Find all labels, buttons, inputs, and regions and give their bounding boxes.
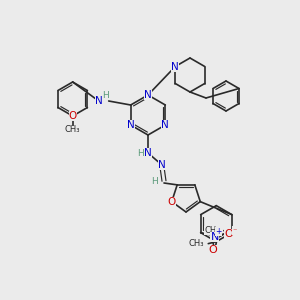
Text: CH₃: CH₃	[204, 226, 220, 235]
Text: N: N	[144, 148, 152, 158]
Text: H: H	[151, 176, 158, 185]
Text: ⁻: ⁻	[232, 226, 237, 235]
Text: N: N	[144, 90, 152, 100]
Text: CH₃: CH₃	[189, 239, 204, 248]
Text: N: N	[211, 232, 219, 242]
Text: N: N	[95, 96, 103, 106]
Text: O: O	[69, 111, 77, 121]
Text: N: N	[171, 61, 179, 71]
Text: +: +	[215, 227, 222, 236]
Text: O: O	[208, 244, 217, 255]
Text: N: N	[161, 120, 169, 130]
Text: N: N	[127, 120, 135, 130]
Text: H: H	[137, 148, 144, 158]
Text: O: O	[168, 196, 176, 207]
Text: CH₃: CH₃	[65, 125, 80, 134]
Text: H: H	[102, 91, 109, 100]
Text: N: N	[158, 160, 166, 170]
Text: O: O	[224, 229, 233, 238]
